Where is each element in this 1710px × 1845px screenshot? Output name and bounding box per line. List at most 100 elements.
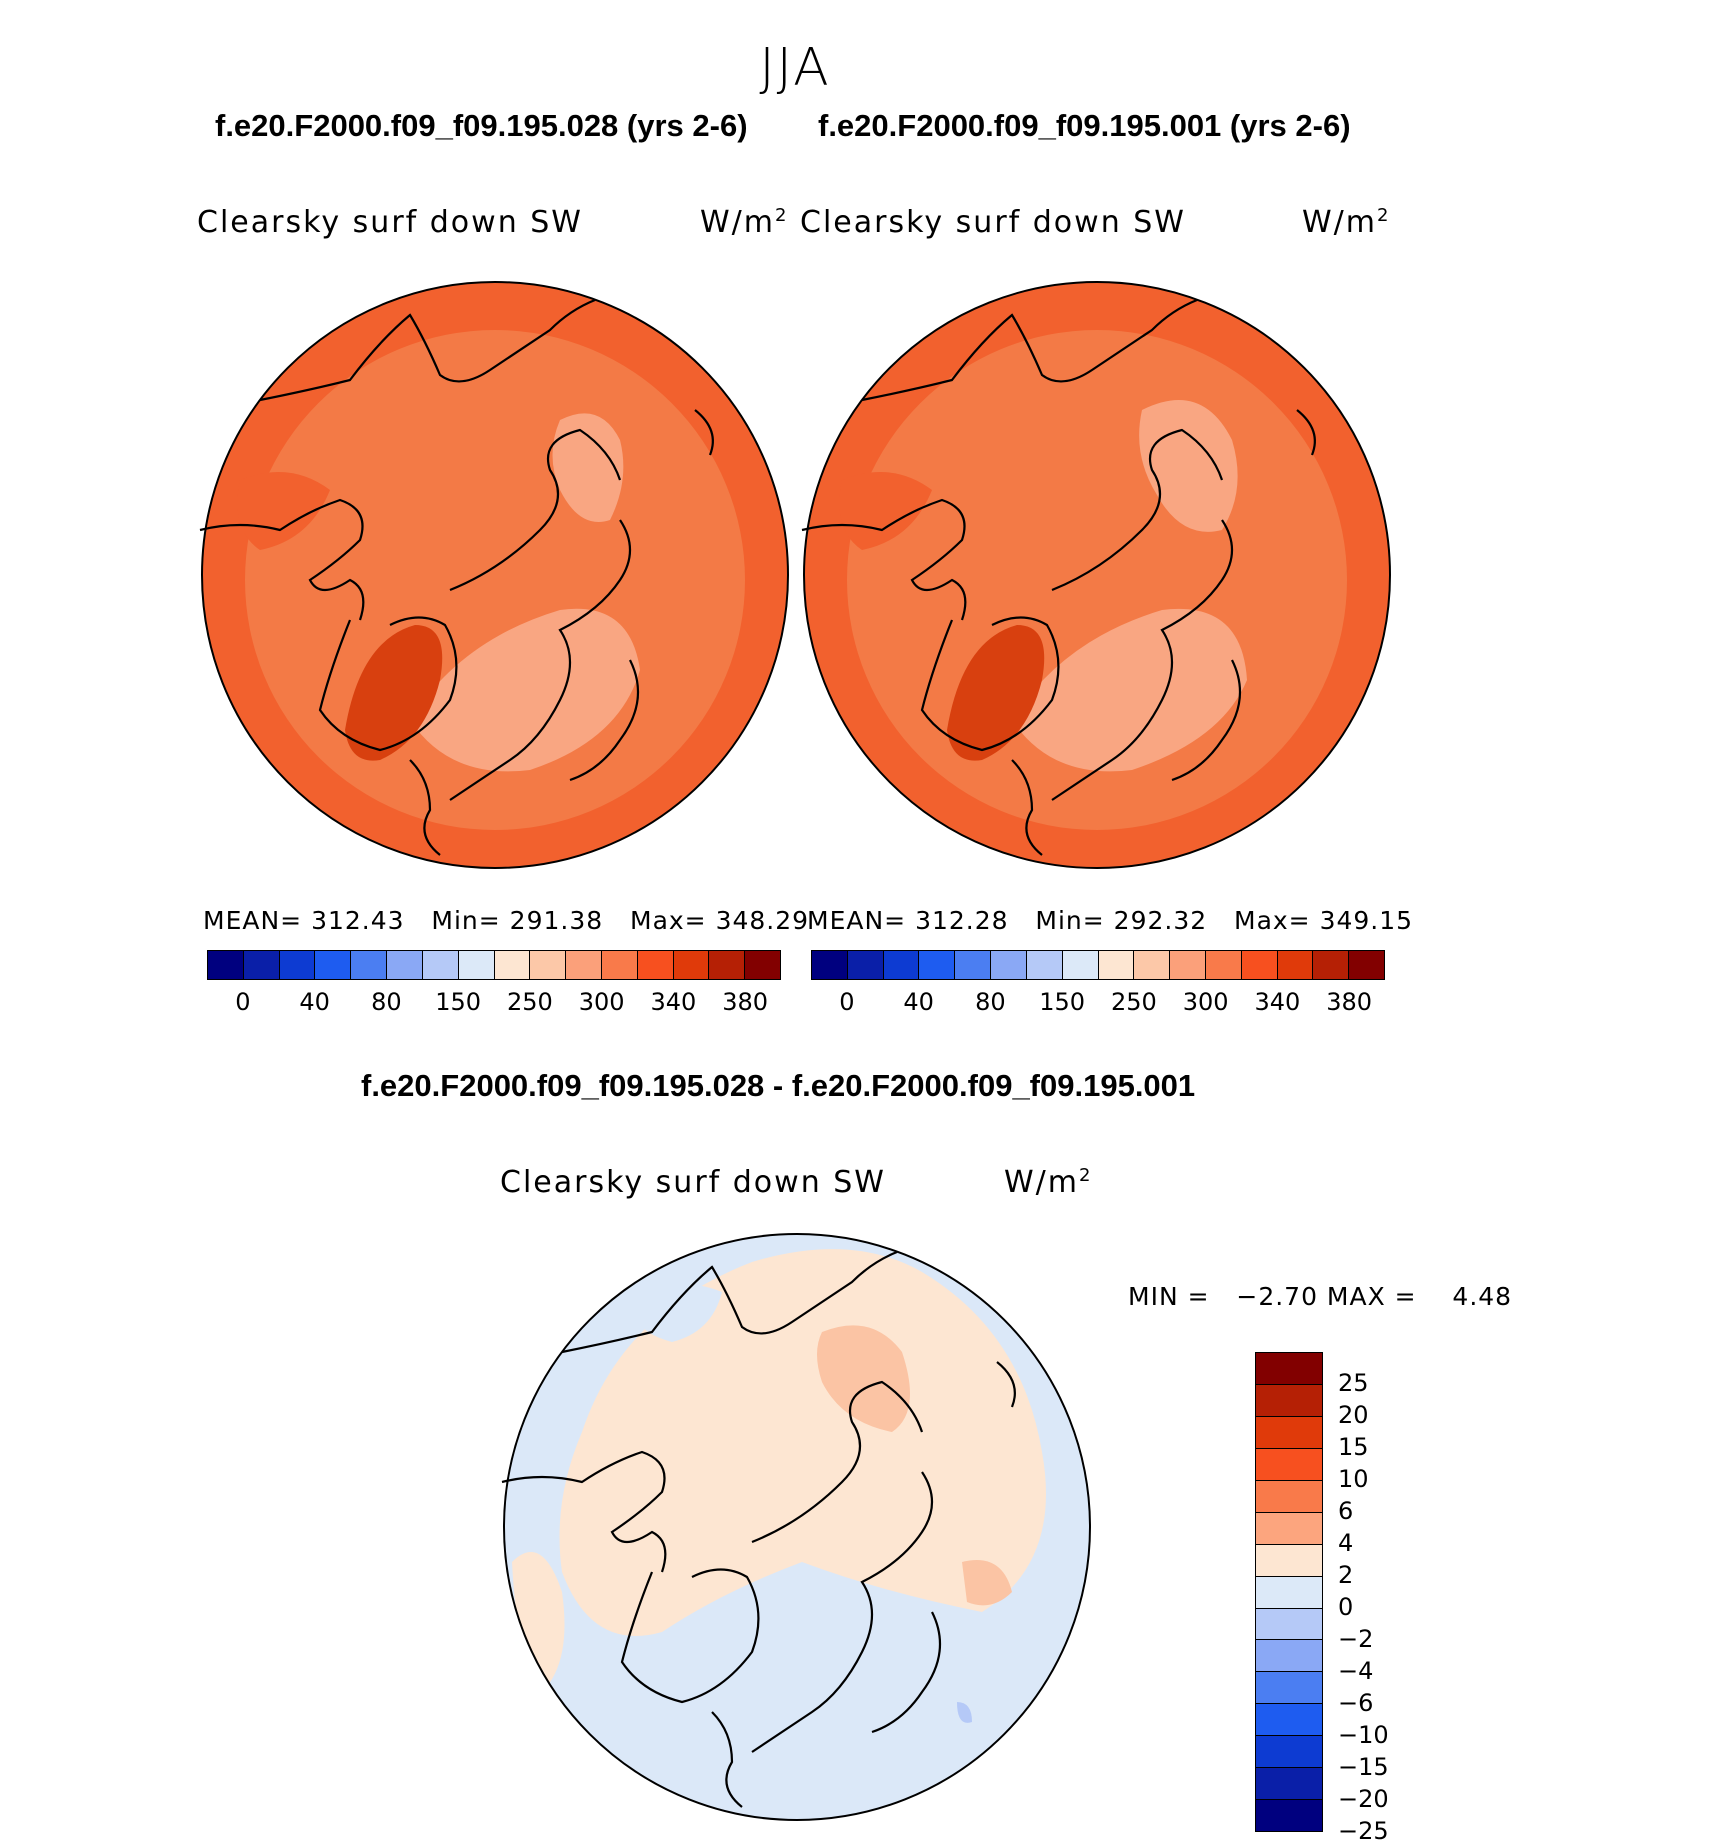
colorbar-swatch [494,951,531,979]
colorbar-difference [1255,1352,1323,1832]
stats-right: MEAN= 312.28 Min= 292.32 Max= 349.15 [807,906,1414,935]
colorbar-tick-label: −6 [1338,1689,1374,1717]
panel-units-left: W/m2 [700,205,789,240]
colorbar-tick-label: 380 [1326,988,1373,1016]
coastlines [199,298,714,856]
colorbar-tick-label: 0 [1338,1593,1354,1621]
diff-panel-title: Clearsky surf down SW [500,1165,886,1200]
colorbar-tick-label: 10 [1338,1465,1369,1493]
colorbar-tick-label: 250 [1110,988,1157,1016]
colorbar-tick-label: 20 [1338,1401,1369,1429]
colorbar-swatch [1256,1704,1322,1737]
map-border [503,1233,1091,1821]
colorbar-tick-label: 25 [1338,1369,1369,1397]
coastlines [801,298,1316,856]
panel-units-right: W/m2 [1302,205,1391,240]
colorbar-swatch [919,951,956,979]
panel-title-right: Clearsky surf down SW [800,205,1186,240]
colorbar-tick-label: −25 [1338,1817,1389,1845]
colorbar-swatch [1205,951,1242,979]
colorbar-tick-label: 6 [1338,1497,1354,1525]
high-region-canada [237,472,330,550]
high-region-canada [839,472,932,550]
colorbar-tick-label: 340 [650,988,697,1016]
colorbar-tick-label: 380 [722,988,769,1016]
panel-title-left: Clearsky surf down SW [197,205,583,240]
colorbar-swatch [1062,951,1099,979]
colorbar-swatch [1098,951,1135,979]
colorbar-swatch [1277,951,1314,979]
positive-region-west [512,1552,565,1692]
colorbar-tick-label: 300 [578,988,625,1016]
colorbar-swatch [1256,1544,1322,1577]
colorbar-swatch [847,951,884,979]
case-title-right: f.e20.F2000.f09_f09.195.001 (yrs 2-6) [818,108,1351,143]
positive-region-arctic [559,1249,1046,1636]
colorbar-swatch [351,951,388,979]
colorbar-swatch [387,951,423,979]
colorbar-swatch [1256,1672,1322,1705]
colorbar-swatch [315,951,352,979]
colorbar-swatch [243,951,280,979]
stats-left: MEAN= 312.43 Min= 291.38 Max= 348.29 [203,906,810,935]
low-region-europe [1012,608,1247,772]
season-title: JJA [759,38,831,98]
colorbar-swatch [1256,1736,1322,1769]
colorbar-tick-label: 150 [1039,988,1086,1016]
colorbar-tick-label: 80 [371,988,402,1016]
colorbar-tick-label: −15 [1338,1753,1389,1781]
diff-minmax: MIN = −2.70 MAX = 4.48 [1128,1282,1513,1311]
polar-map-right [801,281,1391,869]
colorbar-swatch [1134,951,1171,979]
colorbar-swatch [673,951,710,979]
colorbar-tick-label: 2 [1338,1561,1354,1589]
colorbar-swatch [1256,1353,1322,1385]
low-region-siberia [1139,400,1238,532]
colorbar-tick-label: 300 [1182,988,1229,1016]
colorbar-swatch [566,951,602,979]
colorbar-ticks-left: 0 40 80 150 250 300 340 380 [207,988,781,1016]
colorbar-swatch [709,951,746,979]
colorbar-tick-label: −4 [1338,1657,1374,1685]
colorbar-swatch [745,951,780,979]
colorbar-swatch [1256,1640,1322,1673]
colorbar-tick-label: 80 [975,988,1006,1016]
map-border [201,281,789,869]
colorbar-swatch [601,951,638,979]
colorbar-swatch [1256,1416,1322,1449]
colorbar-tick-label: −2 [1338,1625,1374,1653]
colorbar-swatch [991,951,1027,979]
colorbar-swatch [1241,951,1278,979]
colorbar-tick-label: 150 [435,988,482,1016]
colorbar-tick-label: −20 [1338,1785,1389,1813]
colorbar-tick-label: 4 [1338,1529,1354,1557]
colorbar-swatch [1256,1576,1322,1609]
negative-region-spot [957,1702,972,1723]
colorbar-swatch [1256,1480,1322,1513]
colorbar-tick-label: 40 [299,988,330,1016]
colorbar-tick-label: 40 [903,988,934,1016]
colorbar-swatch [208,951,244,979]
colorbar-swatch [1256,1448,1322,1481]
polar-map-difference [501,1233,1091,1821]
colorbar-tick-label: 250 [506,988,553,1016]
map-border [803,281,1391,869]
low-region-europe [410,608,640,772]
colorbar-swatch [812,951,848,979]
colorbar-swatch [1170,951,1206,979]
case-title-left: f.e20.F2000.f09_f09.195.028 (yrs 2-6) [215,108,748,143]
diff-case-title: f.e20.F2000.f09_f09.195.028 - f.e20.F200… [361,1068,1196,1103]
colorbar-difference-ticks: 25 20 15 10 6 4 2 0 −2 −4 −6 −10 −15 −20 −25 [1338,1352,1418,1845]
polar-map-left [199,281,789,869]
colorbar-swatch [883,951,920,979]
positive-region-east-strong [962,1560,1012,1606]
high-region-greenland [345,625,443,761]
colorbar-swatch [1256,1608,1322,1641]
colorbar-ticks-right: 0 40 80 150 250 300 340 380 [811,988,1385,1016]
colorbar-swatch [637,951,674,979]
colorbar-swatch [1349,951,1384,979]
colorbar-right [811,950,1385,980]
diff-panel-units: W/m2 [1004,1165,1093,1200]
coastlines [501,1250,1016,1808]
colorbar-tick-label: −10 [1338,1721,1389,1749]
